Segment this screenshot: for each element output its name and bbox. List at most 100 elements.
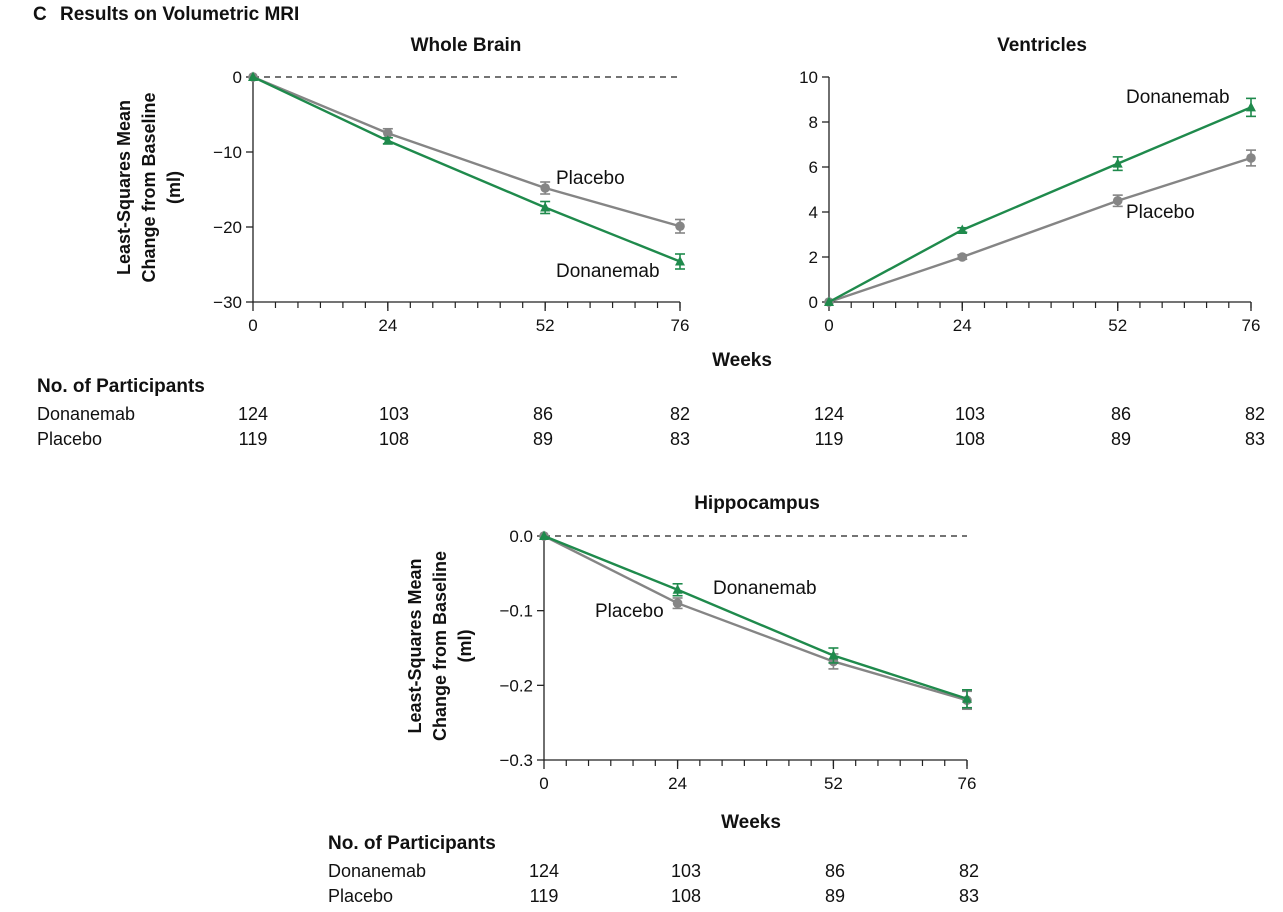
series-line-placebo (828, 156, 1252, 304)
y-tick-label: 2 (809, 248, 818, 267)
data-point-placebo (540, 183, 550, 193)
data-point-donanemab (962, 693, 972, 703)
x-tick-label: 0 (824, 316, 833, 335)
y-tick-label: 0.0 (509, 527, 533, 546)
data-point-donanemab (539, 530, 549, 540)
x-tick-label: 52 (1108, 316, 1127, 335)
participants-title-bottom: No. of Participants (328, 833, 496, 854)
y-axis-label-line: Least-Squares Mean (405, 558, 425, 733)
y-tick-label: 6 (809, 158, 818, 177)
chart-title-ventricles: Ventricles (997, 35, 1087, 56)
series-annotation-placebo: Placebo (595, 601, 664, 622)
participants-title-top: No. of Participants (37, 376, 205, 397)
x-axis-label-bottom: Weeks (721, 812, 781, 833)
x-tick-label: 24 (953, 316, 972, 335)
series-annotation-donanemab: Donanemab (1126, 87, 1230, 108)
participants-count: 89 (1110, 429, 1132, 449)
participants-count: 124 (237, 404, 269, 424)
data-point-placebo (1112, 195, 1123, 206)
series-line-placebo (543, 534, 968, 702)
x-tick-label: 76 (958, 774, 977, 793)
data-point-placebo (675, 221, 685, 232)
participants-count: 82 (1244, 404, 1266, 424)
data-point-donanemab (540, 202, 551, 212)
y-tick-label: −0.3 (499, 751, 533, 770)
participants-arm-placebo-top: Placebo (37, 429, 103, 449)
participants-count: 83 (958, 886, 980, 906)
y-tick-label: −0.2 (499, 676, 533, 695)
chart-title-hippocampus: Hippocampus (694, 493, 820, 514)
participants-count: 86 (1110, 404, 1132, 424)
participants-count: 108 (670, 886, 702, 906)
y-tick-label: −30 (213, 293, 242, 312)
participants-count: 82 (669, 404, 691, 424)
participants-count: 103 (954, 404, 986, 424)
x-tick-label: 76 (1242, 316, 1261, 335)
data-point-donanemab (828, 649, 839, 660)
data-point-donanemab (248, 71, 258, 81)
participants-count: 124 (528, 861, 560, 881)
series-line-placebo (252, 75, 681, 228)
participants-count: 82 (958, 861, 980, 881)
participants-count: 86 (824, 861, 846, 881)
data-point-placebo (1246, 153, 1256, 163)
participants-count: 119 (238, 429, 268, 449)
y-axis-label-line: Change from Baseline (139, 92, 159, 282)
participants-count: 86 (532, 404, 554, 424)
participants-arm-donanemab-bottom: Donanemab (328, 861, 427, 881)
panel-label: C (33, 4, 47, 25)
participants-count: 89 (824, 886, 846, 906)
chart-whole-brain: 0 −10 −20 −30 0 24 52 76 Least-Squares Mean Chang… (114, 68, 689, 335)
chart-title-whole-brain: Whole Brain (410, 35, 522, 56)
chart-hippocampus: 0.0 −0.1 −0.2 −0.3 0 24 52 76 Least-Squares Mean… (405, 527, 976, 793)
y-tick-label: −0.1 (499, 602, 533, 621)
participants-count: 108 (954, 429, 986, 449)
series-annotation-placebo: Placebo (1126, 202, 1195, 223)
data-point-donanemab (672, 584, 683, 594)
participants-count: 83 (1244, 429, 1266, 449)
y-tick-label: 10 (799, 68, 818, 87)
x-tick-label: 52 (824, 774, 843, 793)
participants-count: 119 (814, 429, 844, 449)
series-annotation-donanemab: Donanemab (556, 261, 660, 282)
y-tick-label: 0 (233, 68, 242, 87)
x-tick-label: 52 (536, 316, 555, 335)
participants-count: 103 (378, 404, 410, 424)
y-tick-label: 0 (809, 293, 818, 312)
data-point-donanemab (1246, 101, 1256, 112)
series-line-donanemab (252, 75, 681, 263)
x-axis-label-top: Weeks (712, 350, 772, 371)
data-point-placebo (383, 128, 393, 139)
participants-count: 103 (670, 861, 702, 881)
y-axis-label-line: Least-Squares Mean (114, 100, 134, 275)
x-tick-label: 24 (668, 774, 687, 793)
data-point-donanemab (675, 256, 685, 266)
series-line-donanemab (543, 534, 968, 700)
data-point-placebo (957, 252, 968, 262)
data-point-donanemab (824, 296, 834, 306)
x-tick-label: 0 (539, 774, 548, 793)
y-tick-label: −20 (213, 218, 242, 237)
y-axis-label-line: (ml) (164, 171, 184, 204)
participants-arm-donanemab-top: Donanemab (37, 404, 136, 424)
participants-count: 119 (529, 886, 559, 906)
y-tick-label: −10 (213, 143, 242, 162)
participants-count: 83 (669, 429, 691, 449)
series-annotation-placebo: Placebo (556, 168, 625, 189)
y-tick-label: 4 (809, 203, 818, 222)
series-line-donanemab (828, 106, 1252, 304)
series-annotation-donanemab: Donanemab (713, 578, 817, 599)
x-tick-label: 24 (378, 316, 397, 335)
figure-title: Results on Volumetric MRI (60, 4, 300, 25)
data-point-donanemab (382, 135, 393, 145)
x-tick-label: 0 (248, 316, 257, 335)
participants-count: 124 (813, 404, 845, 424)
x-tick-label: 76 (671, 316, 690, 335)
participants-count: 108 (378, 429, 410, 449)
y-axis-label-line: (ml) (455, 630, 475, 663)
participants-arm-placebo-bottom: Placebo (328, 886, 394, 906)
y-axis-label-line: Change from Baseline (430, 551, 450, 741)
data-point-donanemab (1112, 158, 1123, 168)
